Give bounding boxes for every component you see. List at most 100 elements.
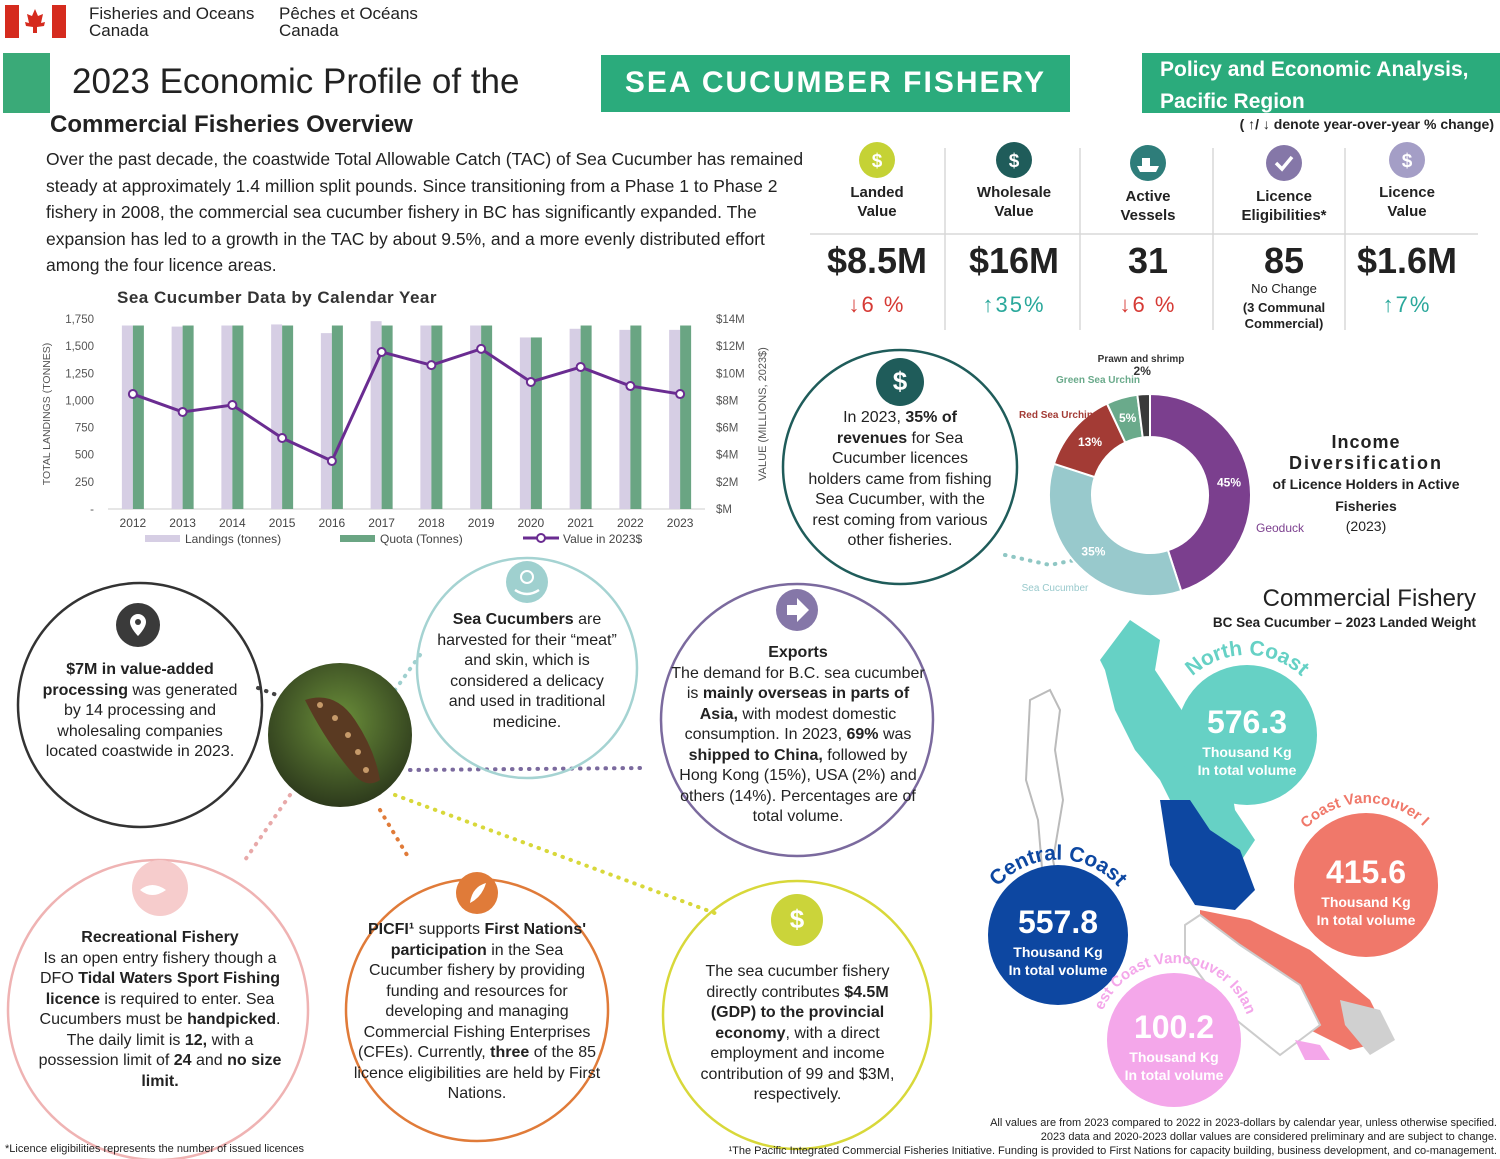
- value-line: [132, 347, 681, 463]
- donut-title: of Licence Holders in Active: [1273, 476, 1460, 492]
- kpi-label: Active Vessels: [1083, 187, 1213, 225]
- text-run: Sea Cucumbers: [452, 611, 574, 628]
- chart-title: Sea Cucumber Data by Calendar Year: [117, 288, 437, 307]
- x-tick-label: 2016: [319, 516, 346, 530]
- text-line: ¹The Pacific Integrated Commercial Fishe…: [728, 1145, 1497, 1157]
- text-run: The sea cucumber fishery directly contri…: [705, 963, 890, 1001]
- x-tick-label: 2020: [518, 516, 545, 530]
- text-run: 24: [173, 1052, 192, 1069]
- y-tick-label: 1,250: [65, 368, 94, 380]
- text-run: handpicked: [187, 1011, 277, 1028]
- kpi-label-line: Vessels: [1120, 207, 1176, 224]
- x-tick-label: 2017: [368, 516, 395, 530]
- y2-tick-label: $M: [716, 504, 732, 516]
- text-line: Policy and Economic Analysis,: [1160, 58, 1469, 81]
- region-value: 100.2: [1134, 1009, 1214, 1045]
- flag-bar: [5, 5, 19, 38]
- region-note: In total volume: [1009, 962, 1108, 978]
- slice-label: 2%: [1134, 364, 1152, 378]
- bar: [132, 325, 144, 509]
- circle-body: Is an open entry fishery though a DFO Ti…: [30, 949, 290, 1093]
- text-run: is required to enter. Sea Cucumbers must…: [39, 990, 275, 1029]
- text-run: mainly overseas in parts of Asia,: [699, 685, 910, 723]
- text-run: 12,: [184, 1031, 208, 1049]
- slice-name: Sea Cucumber: [1022, 583, 1089, 594]
- value-point: [326, 455, 337, 466]
- bar: [470, 325, 482, 509]
- map-shapes: [1024, 620, 1395, 1060]
- kpi-label-line: Landed: [850, 184, 904, 201]
- text-run: and: [191, 1052, 228, 1069]
- legend-swatch: [340, 535, 375, 542]
- bar: [530, 337, 542, 509]
- region-value: 415.6: [1326, 854, 1406, 890]
- circle-body: $7M in value-added processing was genera…: [40, 660, 240, 763]
- x-tick-label: 2013: [169, 516, 196, 530]
- kpi-value: $16M: [968, 240, 1060, 281]
- kpi-change: No Change: [1251, 281, 1317, 296]
- region: Policy and Economic Analysis, Pacific Reg…: [1160, 54, 1469, 118]
- bar: [420, 325, 432, 509]
- y2-tick-label: $10M: [716, 368, 745, 380]
- dept-en: Fisheries and Oceans Canada: [89, 5, 254, 39]
- text-line: Pacific Region: [1160, 90, 1305, 113]
- circle-text: PICFI¹ supports First Nations' participa…: [352, 920, 602, 1105]
- circle-icon-glyph: $: [790, 904, 805, 934]
- region-note: In total volume: [1317, 912, 1416, 928]
- value-point: [277, 433, 288, 444]
- bar: [121, 325, 133, 509]
- banner: SEA CUCUMBER FISHERY: [624, 66, 1047, 99]
- y2-axis-label: VALUE (MILLIONS, 2023$): [757, 347, 769, 481]
- y2-tick-label: $8M: [716, 395, 738, 407]
- circle-text: Recreational Fishery Is an open entry fis…: [30, 928, 290, 1092]
- circle-text: In 2023, 35% of revenues for Sea Cucumbe…: [806, 408, 994, 552]
- bar: [580, 325, 592, 509]
- footnote-left: *Licence eligibilities represents the nu…: [5, 1143, 304, 1155]
- kpi-value: 31: [1127, 240, 1169, 281]
- region-bubble: [1107, 973, 1241, 1107]
- kpi-label: Wholesale Value: [949, 183, 1079, 221]
- y2-tick-label: $6M: [716, 423, 738, 435]
- bar: [669, 329, 681, 509]
- y2-tick-label: $2M: [716, 477, 738, 489]
- y-axis-label: TOTAL LANDINGS (TONNES): [41, 343, 53, 486]
- slice-label: 45%: [1217, 475, 1241, 489]
- text-run: of the 85 licence eligibilities are held…: [353, 1044, 601, 1102]
- kpi-label-line: Licence: [1256, 188, 1312, 205]
- kpi-value: $1.6M: [1356, 240, 1458, 281]
- kpi-change: ↓6 %: [1119, 292, 1177, 317]
- donut-title: (2023): [1346, 518, 1386, 534]
- x-tick-label: 2022: [617, 516, 644, 530]
- maple-leaf: [25, 9, 45, 33]
- region-value: 576.3: [1207, 704, 1287, 740]
- text-run: Tidal Waters Sport Fishing licence: [45, 970, 280, 1008]
- x-tick-label: 2023: [667, 516, 694, 530]
- y-tick-label: 1,750: [65, 314, 94, 326]
- flag-bar: [52, 5, 66, 38]
- donut-slice: [1048, 462, 1183, 597]
- kpi-note: (3 Communal Commercial): [1219, 300, 1349, 332]
- circle-heading: Exports: [768, 644, 828, 661]
- kpi-change: ↑7%: [1382, 292, 1432, 317]
- text-line: 2023 data and 2020-2023 dollar values ar…: [1040, 1131, 1497, 1143]
- text-run: $4.5M (GDP) to the provincial economy: [710, 983, 889, 1042]
- connectors: [243, 553, 1077, 917]
- text-run: 35% of revenues: [836, 409, 957, 447]
- text-run: In 2023,: [843, 409, 906, 426]
- text-run: with a possession limit of: [38, 1031, 254, 1070]
- slice-label: 5%: [1119, 411, 1137, 425]
- kpi-label: Licence Eligibilities*: [1219, 187, 1349, 225]
- kpi-note-line: (3 Communal: [1242, 300, 1326, 315]
- bar: [171, 326, 183, 509]
- photo: [268, 663, 412, 807]
- text-run: three: [490, 1044, 530, 1061]
- footnote-right: All values are from 2023 compared to 202…: [728, 1116, 1497, 1158]
- y-tick-label: 1,500: [65, 341, 94, 353]
- value-point: [675, 389, 686, 400]
- text-run: are harvested for their “meat” and skin,…: [437, 611, 617, 731]
- y2-tick-label: $14M: [716, 314, 745, 326]
- legend-label: Value in 2023$: [563, 532, 643, 546]
- region-note: In total volume: [1198, 762, 1297, 778]
- y2-tick-label: $4M: [716, 450, 738, 462]
- region-note: In total volume: [1125, 1067, 1224, 1083]
